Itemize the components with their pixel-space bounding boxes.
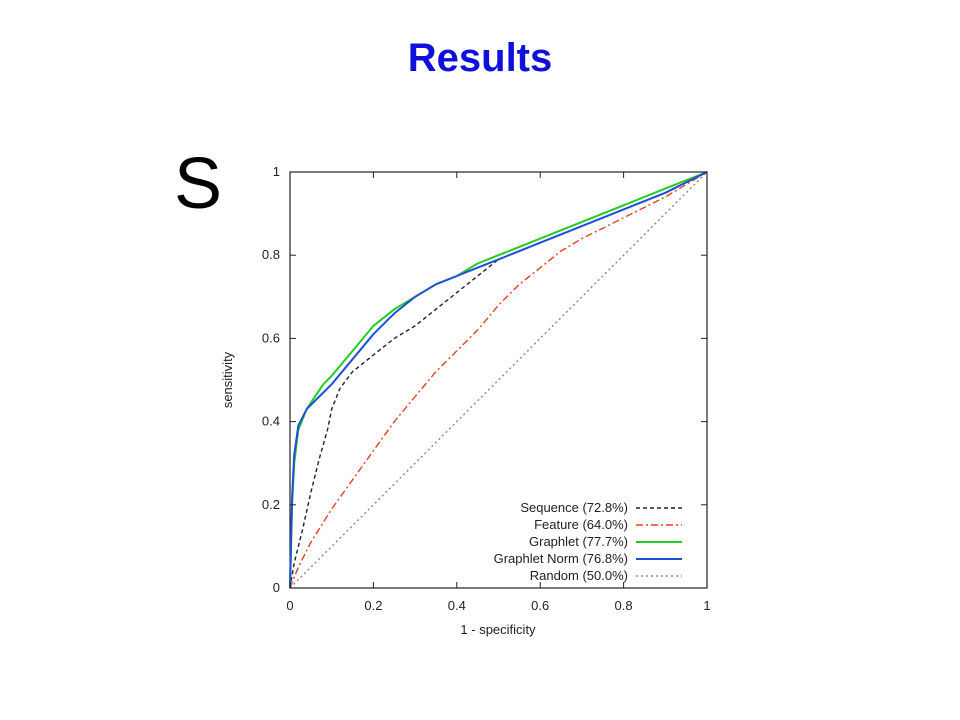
x-tick-label: 0.6 bbox=[531, 598, 549, 613]
y-tick-label: 0.2 bbox=[262, 497, 280, 512]
y-tick-label: 0 bbox=[273, 580, 280, 595]
plot-frame bbox=[289, 171, 708, 589]
series-line-graphlet-norm bbox=[289, 171, 708, 589]
x-tick-label: 0.8 bbox=[615, 598, 633, 613]
legend-label-graphlet: Graphlet (77.7%) bbox=[529, 534, 628, 549]
x-tick-label: 1 bbox=[703, 598, 710, 613]
legend: Sequence (72.8%) Feature (64.0%) Graphlet … bbox=[494, 500, 682, 583]
y-tick-label: 0.6 bbox=[262, 330, 280, 345]
y-axis-label: sensitivity bbox=[220, 351, 235, 408]
y-tick-label: 0.4 bbox=[262, 414, 280, 429]
legend-label-sequence: Sequence (72.8%) bbox=[520, 500, 628, 515]
x-tick-label: 0 bbox=[286, 598, 293, 613]
x-axis-label: 1 - specificity bbox=[460, 622, 536, 637]
series-line-graphlet bbox=[289, 171, 708, 589]
legend-label-feature: Feature (64.0%) bbox=[534, 517, 628, 532]
series-line-random bbox=[289, 171, 708, 589]
x-tick-label: 0.2 bbox=[364, 598, 382, 613]
legend-label-graphlet-norm: Graphlet Norm (76.8%) bbox=[494, 551, 628, 566]
x-tick-label: 0.4 bbox=[448, 598, 466, 613]
y-tick-label: 0.8 bbox=[262, 247, 280, 262]
y-tick-label: 1 bbox=[273, 164, 280, 179]
series-line-feature bbox=[289, 171, 708, 589]
legend-label-random: Random (50.0%) bbox=[530, 568, 628, 583]
ticks-layer: 0 0.2 0.4 0.6 0.8 1 0 0.2 0.4 0.6 0.8 1 bbox=[262, 164, 711, 613]
panel-label: S bbox=[174, 144, 223, 224]
slide-title: Results bbox=[407, 36, 553, 80]
series-layer bbox=[289, 171, 708, 589]
